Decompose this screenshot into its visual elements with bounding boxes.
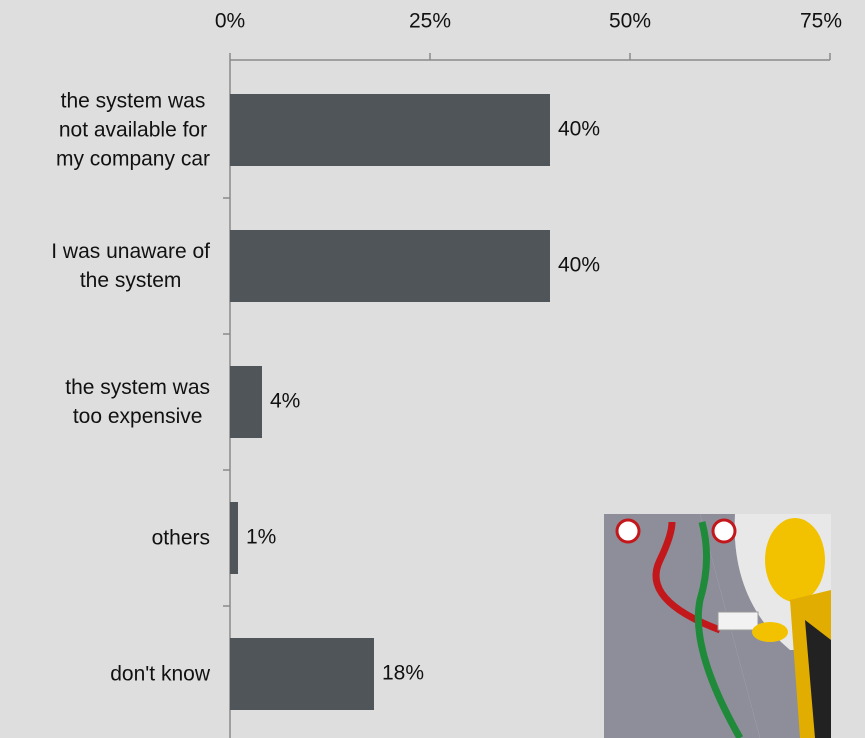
bar — [230, 366, 262, 438]
value-label: 40% — [558, 254, 600, 277]
bar — [230, 230, 550, 302]
value-label: 40% — [558, 118, 600, 141]
y-tick-label: I was unaware of the system — [51, 240, 210, 292]
y-tick-label: the system was not available for my comp… — [55, 89, 210, 171]
value-label: 4% — [270, 390, 300, 413]
bar — [230, 638, 374, 710]
y-tick-label: don't know — [110, 662, 210, 686]
y-tick-label: others — [151, 526, 210, 550]
x-tick-label: 50% — [609, 10, 651, 33]
illustration — [604, 514, 831, 738]
x-tick-label: 0% — [215, 10, 245, 33]
bar — [230, 502, 238, 574]
x-tick-label: 25% — [409, 10, 451, 33]
x-tick-label: 75% — [800, 10, 842, 33]
bar — [230, 94, 550, 166]
value-label: 1% — [246, 526, 276, 549]
y-tick-label: the system was too expensive — [65, 376, 210, 428]
value-label: 18% — [382, 662, 424, 685]
